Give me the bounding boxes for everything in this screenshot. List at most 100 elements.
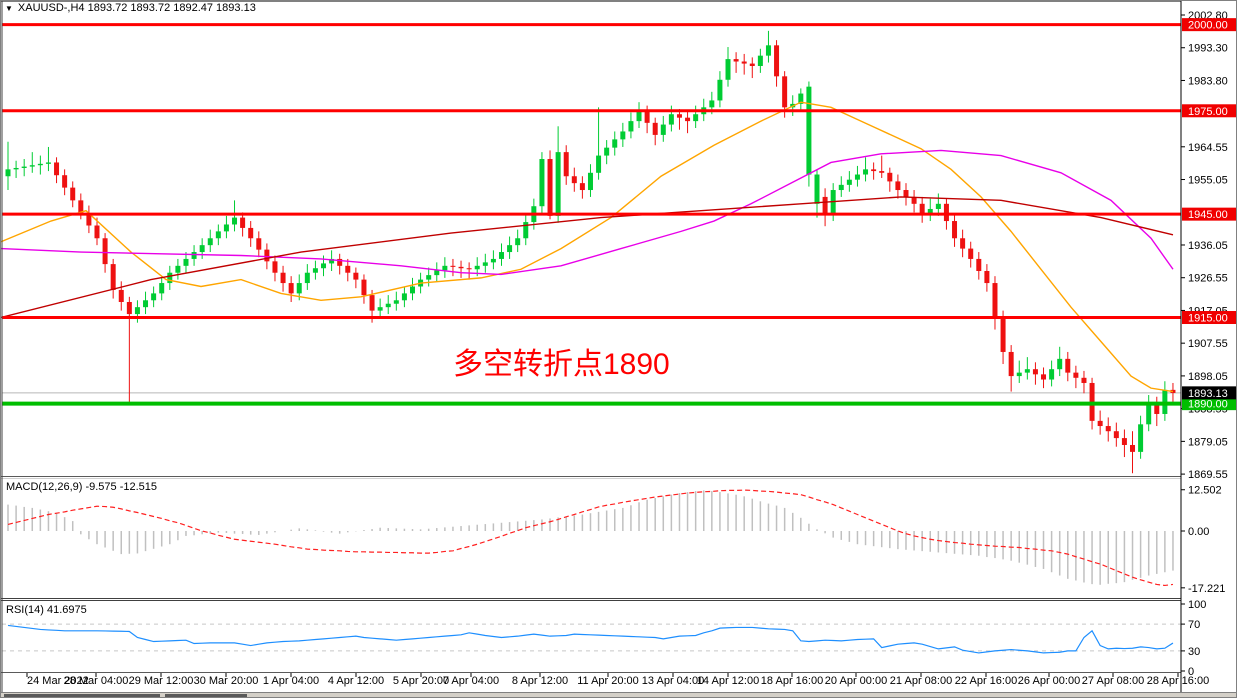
- rsi-indicator-label: RSI(14) 41.6975: [6, 604, 87, 616]
- candle-body: [467, 268, 472, 269]
- candle-body: [871, 169, 876, 171]
- y-tick-label: 1983.80: [1188, 75, 1228, 87]
- candle-body: [22, 167, 27, 168]
- candle-body: [645, 111, 650, 123]
- bottom-scrollbar[interactable]: [1, 692, 1237, 698]
- candle-body: [823, 197, 828, 214]
- candle-body: [192, 252, 197, 259]
- candle-body: [175, 266, 180, 273]
- candle-body: [1001, 318, 1006, 352]
- candle-body: [378, 307, 383, 310]
- candle-body: [968, 249, 973, 259]
- time-axis-label: 1 Apr 04:00: [263, 675, 319, 687]
- candle-body: [709, 100, 714, 107]
- candle-body: [370, 295, 375, 311]
- y-tick-label: 1898.05: [1188, 371, 1228, 383]
- candle-body: [653, 123, 658, 135]
- candle-body: [483, 262, 488, 265]
- macd-signal-line: [8, 490, 1173, 585]
- time-axis-label: 5 Apr 20:00: [393, 675, 449, 687]
- candle-body: [426, 275, 431, 279]
- candle-body: [1057, 359, 1062, 369]
- macd-tick-label: 12.502: [1188, 485, 1222, 497]
- y-tick-label: 1869.55: [1188, 469, 1228, 481]
- candle-body: [119, 290, 124, 302]
- scrollbar-segment[interactable]: [4, 694, 160, 698]
- y-tick-label: 1936.05: [1188, 240, 1228, 252]
- candle-body: [693, 114, 698, 121]
- candle-body: [855, 175, 860, 180]
- candle-body: [1065, 359, 1070, 373]
- annotation-text: 多空转折点1890: [453, 339, 670, 383]
- candle-body: [402, 293, 407, 300]
- candle-body: [143, 300, 148, 307]
- candle-body: [596, 156, 601, 173]
- price-tag-label: 1975.00: [1188, 106, 1228, 118]
- time-axis-label: 22 Apr 16:00: [955, 675, 1017, 687]
- y-tick-label: 1907.55: [1188, 338, 1228, 350]
- candle-body: [992, 283, 997, 317]
- time-axis-label: 11 Apr 20:00: [577, 675, 639, 687]
- candle-body: [46, 162, 51, 163]
- candle-body: [127, 302, 132, 314]
- candle-body: [960, 238, 965, 248]
- candle-body: [677, 114, 682, 117]
- candle-body: [944, 204, 949, 221]
- scrollbar-segment[interactable]: [165, 694, 247, 698]
- rsi-tick-label: 100: [1188, 599, 1206, 611]
- candle-body: [750, 64, 755, 66]
- candle-body: [1114, 431, 1119, 438]
- symbol-title: XAUUSD-,H4 1893.72 1893.72 1892.47 1893.…: [18, 2, 256, 14]
- candle-body: [903, 190, 908, 197]
- symbol-bar: ▼ XAUUSD-,H4 1893.72 1893.72 1892.47 189…: [5, 2, 256, 14]
- candle-body: [70, 188, 75, 201]
- time-axis-label: 27 Apr 08:00: [1082, 675, 1144, 687]
- candle-body: [272, 261, 277, 272]
- candle-body: [766, 45, 771, 55]
- candle-body: [240, 218, 245, 228]
- candle-body: [361, 280, 366, 296]
- time-axis-label: 20 Apr 00:00: [825, 675, 887, 687]
- candle-body: [297, 283, 302, 293]
- candle-body: [628, 121, 633, 131]
- candle-body: [459, 267, 464, 268]
- candle-body: [936, 204, 941, 209]
- candle-body: [588, 173, 593, 190]
- candle-body: [620, 131, 625, 139]
- candle-body: [507, 245, 512, 252]
- macd-indicator-label: MACD(12,26,9) -9.575 -12.515: [6, 481, 157, 493]
- rsi-line: [8, 625, 1173, 652]
- candle-body: [548, 159, 553, 216]
- candle-body: [515, 238, 520, 245]
- candle-body: [1073, 373, 1078, 378]
- candle-body: [183, 259, 188, 266]
- candle-body: [806, 87, 811, 175]
- symbol-dropdown-icon[interactable]: ▼: [5, 3, 13, 14]
- candle-body: [14, 168, 19, 169]
- candle-body: [782, 76, 787, 107]
- candle-body: [103, 238, 108, 264]
- time-axis-label: 8 Apr 12:00: [512, 675, 568, 687]
- time-axis-label: 4 Apr 12:00: [328, 675, 384, 687]
- rsi-tick-label: 70: [1188, 619, 1200, 631]
- candle-body: [839, 185, 844, 190]
- candle-body: [742, 62, 747, 64]
- time-axis-label: 26 Apr 00:00: [1018, 675, 1080, 687]
- candle-body: [151, 293, 156, 300]
- candle-body: [887, 173, 892, 182]
- candle-body: [434, 270, 439, 275]
- candle-body: [442, 266, 447, 270]
- candle-body: [637, 111, 642, 121]
- candle-body: [256, 238, 261, 249]
- candle-body: [984, 271, 989, 283]
- candle-body: [952, 221, 957, 238]
- candle-body: [1098, 421, 1103, 426]
- y-tick-label: 1926.55: [1188, 273, 1228, 285]
- candle-body: [1130, 445, 1135, 452]
- macd-tick-label: -17.221: [1188, 583, 1225, 595]
- candle-body: [669, 114, 674, 124]
- time-axis-label: 21 Apr 08:00: [890, 675, 952, 687]
- candle-body: [216, 231, 221, 238]
- candle-body: [556, 152, 561, 216]
- time-axis-label: 7 Apr 04:00: [443, 675, 499, 687]
